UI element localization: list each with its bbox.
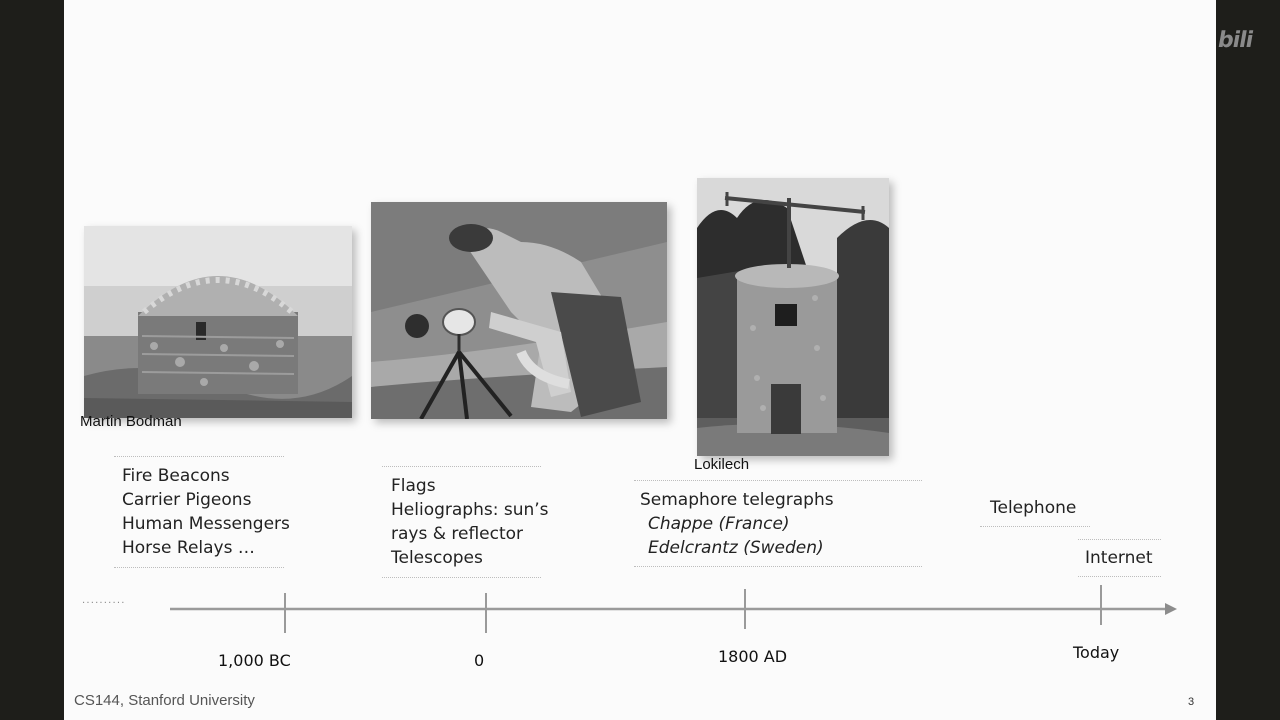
semaphore-title: Semaphore telegraphs [640,490,834,510]
timeline-tick [485,593,487,633]
photo-heliograph-operator [371,202,667,419]
timeline-arrowhead-icon [1165,603,1177,615]
internet-label: Internet [1085,548,1153,568]
heliograph-illustration [371,202,667,419]
era-classical-item: Flags [391,476,436,496]
era-classical-item: Heliographs: sun’s [391,500,549,520]
video-frame-border [1216,0,1280,720]
timeline-tick [1100,585,1102,625]
era-classical-methods: Flags Heliographs: sun’s rays & reflecto… [382,466,549,578]
tick-label-1000bc: 1,000 BC [218,651,291,670]
semaphore-inventor: Chappe (France) [648,514,790,534]
stone-hut-illustration [84,226,352,418]
tick-label-zero: 0 [474,651,485,670]
era-ancient-item: Horse Relays … [122,538,255,558]
era-ancient-item: Carrier Pigeons [122,490,252,510]
era-classical-item: Telescopes [391,548,483,568]
era-semaphore-methods: Semaphore telegraphs Chappe (France) Ede… [634,480,922,567]
era-ancient-methods: Fire Beacons Carrier Pigeons Human Messe… [114,456,290,568]
semaphore-tower-illustration [697,178,889,456]
tick-label-1800ad: 1800 AD [718,647,788,666]
footer-course-label: CS144, Stanford University [74,692,255,709]
semaphore-inventor: Edelcrantz (Sweden) [648,538,824,558]
era-classical-item: rays & reflector [391,524,524,544]
timeline-axis [170,603,1177,615]
photo-semaphore-tower [697,178,889,456]
era-internet: Internet [1078,539,1161,577]
photo-credit-lokilech: Lokilech [694,456,750,473]
telephone-label: Telephone [990,498,1077,518]
timeline-lead-dots: · · · · · · · · · · [82,598,124,609]
era-ancient-item: Human Messengers [122,514,290,534]
tick-label-today: Today [1073,643,1120,662]
photo-stone-beacon-hut [84,226,352,418]
timeline-tick [284,593,286,633]
era-telephone: Telephone [980,496,1091,527]
watermark-logo: bili [1215,28,1255,53]
slide-page-number: 3 [1188,696,1195,708]
era-ancient-item: Fire Beacons [122,466,230,486]
photo-credit-martin-bodman: Martin Bodman [80,413,182,430]
timeline-tick [744,589,746,629]
